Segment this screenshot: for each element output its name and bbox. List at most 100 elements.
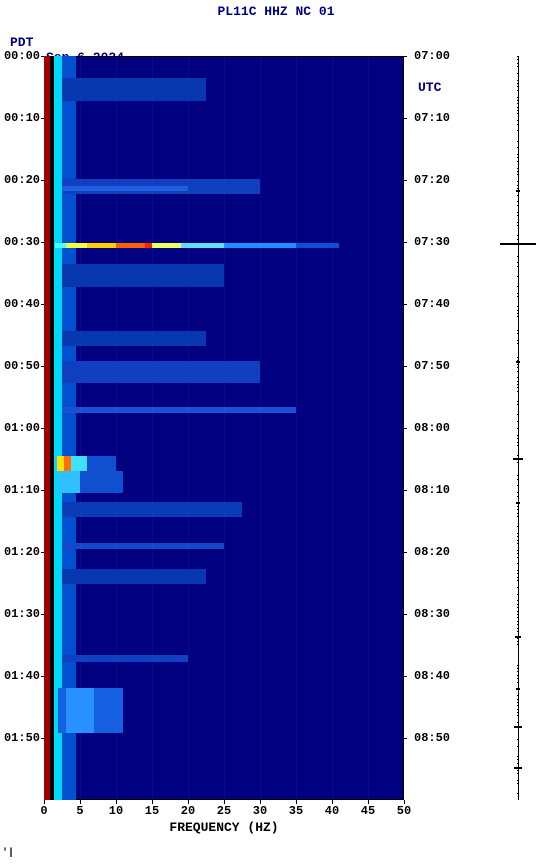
trace-jitter (518, 354, 519, 355)
trace-jitter (517, 793, 519, 794)
trace-jitter (517, 435, 519, 436)
trace-jitter (518, 164, 519, 165)
trace-jitter (518, 249, 519, 250)
trace-jitter (518, 303, 519, 304)
trace-jitter (518, 651, 519, 652)
trace-jitter (517, 580, 518, 581)
trace-jitter (518, 137, 519, 138)
trace-jitter (517, 756, 520, 757)
trace-jitter (517, 668, 519, 669)
trace-event (516, 502, 520, 504)
trace-jitter (517, 628, 519, 629)
trace-jitter (518, 394, 519, 395)
y-tick-mark (404, 242, 407, 243)
band-noise (44, 543, 404, 549)
trace-jitter (517, 509, 519, 510)
trace-jitter (517, 536, 518, 537)
trace-jitter (518, 452, 519, 453)
y-tick-right: 08:40 (414, 669, 450, 683)
trace-event (516, 688, 521, 690)
y-tick-right: 07:30 (414, 235, 450, 249)
trace-jitter (517, 759, 519, 760)
trace-jitter (517, 644, 519, 645)
spectrogram-cell (87, 456, 116, 471)
trace-jitter (518, 567, 519, 568)
y-tick-mark (404, 738, 407, 739)
y-tick-left: 01:00 (0, 421, 40, 435)
trace-jitter (517, 333, 519, 334)
trace-jitter (517, 699, 519, 700)
trace-jitter (517, 462, 519, 463)
trace-jitter (518, 560, 519, 561)
trace-jitter (517, 168, 519, 169)
trace-event (516, 190, 521, 192)
spectrogram-cell (62, 264, 224, 286)
trace-jitter (517, 513, 519, 514)
spectrogram-cell (62, 78, 206, 100)
y-tick-mark (41, 242, 44, 243)
y-tick-mark (41, 490, 44, 491)
y-tick-right: 07:20 (414, 173, 450, 187)
trace-jitter (518, 283, 519, 284)
y-tick-mark (41, 552, 44, 553)
trace-jitter (517, 205, 518, 206)
y-tick-mark (404, 614, 407, 615)
trace-jitter (517, 746, 519, 747)
trace-jitter (518, 732, 519, 733)
trace-jitter (517, 485, 519, 486)
x-tick-label: 0 (40, 804, 47, 818)
title-station: PL11C HHZ NC 01 (0, 4, 552, 19)
trace-jitter (517, 780, 518, 781)
y-tick-left: 01:50 (0, 731, 40, 745)
trace-jitter (518, 259, 519, 260)
trace-jitter (517, 86, 519, 87)
trace-jitter (518, 272, 519, 273)
trace-jitter (518, 76, 519, 77)
trace-jitter (517, 316, 518, 317)
trace-jitter (517, 533, 519, 534)
trace-jitter (518, 529, 519, 530)
spectrogram-cell (64, 456, 71, 471)
y-tick-mark (404, 366, 407, 367)
spectrogram-cell (62, 361, 260, 383)
trace-jitter (517, 391, 519, 392)
trace-jitter (518, 327, 519, 328)
trace-jitter (517, 621, 518, 622)
trace-jitter (518, 655, 519, 656)
trace-jitter (518, 232, 519, 233)
band-noise (44, 331, 404, 346)
trace-jitter (517, 442, 519, 443)
y-tick-right: 07:00 (414, 49, 450, 63)
trace-jitter (517, 617, 518, 618)
trace-jitter (517, 573, 518, 574)
trace-jitter (517, 181, 518, 182)
trace-jitter (517, 611, 519, 612)
trace-jitter (517, 773, 518, 774)
trace-jitter (517, 83, 518, 84)
trace-jitter (517, 313, 519, 314)
trace-jitter (518, 411, 519, 412)
trace-jitter (517, 496, 519, 497)
trace-jitter (518, 134, 519, 135)
trace-jitter (517, 195, 519, 196)
trace-jitter (517, 557, 518, 558)
spectrogram-cell (296, 243, 339, 247)
trace-jitter (517, 702, 518, 703)
trace-event (516, 361, 521, 363)
trace-jitter (518, 736, 519, 737)
y-tick-right: 08:00 (414, 421, 450, 435)
trace-jitter (517, 59, 519, 60)
trace-jitter (517, 594, 519, 595)
trace-jitter (517, 506, 519, 507)
trace-jitter (517, 235, 519, 236)
trace-jitter (517, 739, 518, 740)
trace-jitter (518, 337, 519, 338)
trace-jitter (518, 719, 519, 720)
trace-jitter (518, 489, 519, 490)
trace-jitter (518, 374, 519, 375)
trace-jitter (518, 465, 519, 466)
trace-jitter (518, 117, 519, 118)
trace-jitter (517, 201, 519, 202)
trace-jitter (517, 239, 519, 240)
trace-jitter (518, 418, 519, 419)
